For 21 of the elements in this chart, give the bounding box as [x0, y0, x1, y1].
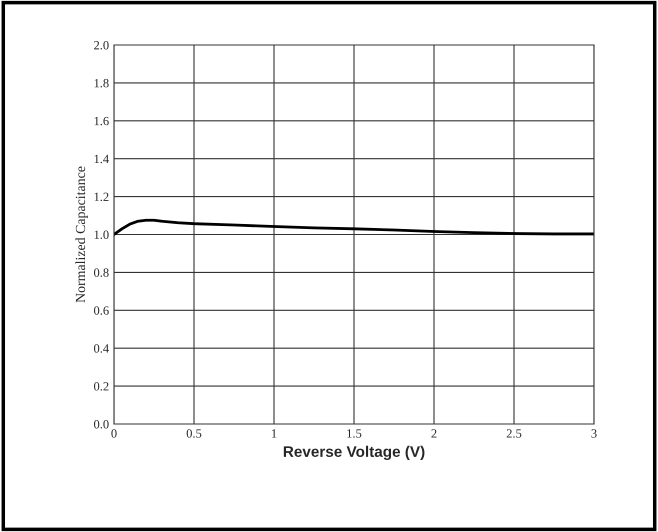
y-tick-label: 0.6	[94, 306, 109, 315]
x-tick-label: 2	[431, 429, 436, 438]
line-series	[114, 218, 594, 236]
y-tick-label: 0.4	[94, 344, 109, 353]
y-tick-label: 0.2	[94, 382, 108, 391]
x-tick-label: 1.5	[347, 429, 362, 438]
y-tick-label: 1.8	[94, 78, 109, 88]
y-axis-title: Normalized Capacitance	[75, 166, 88, 303]
y-tick-label: 0.0	[94, 420, 109, 429]
x-tick-label: 3	[591, 429, 597, 438]
y-tick-label: 1.0	[94, 230, 109, 240]
y-tick-label: 1.2	[94, 192, 108, 202]
y-tick-label: 2.0	[94, 41, 109, 50]
y-tick-label: 0.8	[94, 268, 109, 277]
x-tick-label: 0.5	[186, 429, 202, 438]
x-tick-label: 2.5	[506, 429, 522, 438]
y-tick-label: 1.4	[94, 154, 109, 164]
x-axis-title: Reverse Voltage (V)	[284, 446, 424, 460]
x-tick-label: 0	[111, 429, 117, 438]
x-tick-label: 1	[272, 429, 276, 438]
y-tick-label: 1.6	[94, 116, 109, 126]
